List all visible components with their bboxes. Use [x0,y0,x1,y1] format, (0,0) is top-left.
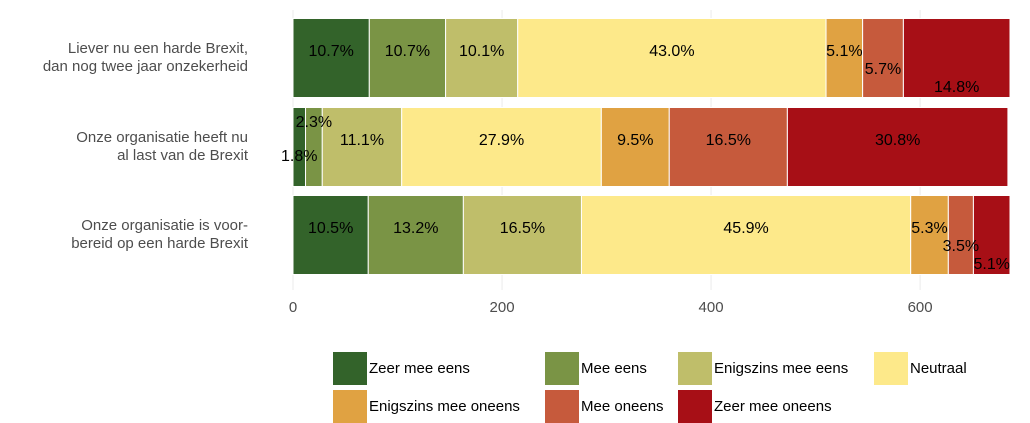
data-label: 2.3% [296,114,332,131]
bar-segment [367,195,464,275]
legend-label: Enigszins mee eens [714,360,848,377]
data-label: 5.7% [865,61,901,78]
legend-label: Zeer mee eens [369,360,470,377]
data-label: 3.5% [943,238,979,255]
bar-segment [786,107,1009,187]
bar-segment [910,195,949,275]
bar-segment [292,195,369,275]
data-label: 45.9% [723,220,768,237]
data-label: 27.9% [479,132,524,149]
data-label: 14.8% [934,79,979,96]
legend-label: Zeer mee oneens [714,398,832,415]
y-tick-label: Liever nu een harde Brexit, dan nog twee… [42,40,248,75]
data-label: 16.5% [706,132,751,149]
data-label: 30.8% [875,132,920,149]
data-label: 10.5% [308,220,353,237]
bar-segment [972,195,1011,275]
bar-segment [902,18,1011,98]
bar-segment [368,18,447,98]
data-label: 5.3% [911,220,947,237]
data-label: 5.1% [826,43,862,60]
legend-label: Mee eens [581,360,647,377]
legend-label: Mee oneens [581,398,664,415]
bar-segment [321,107,403,187]
bar-segment [580,195,912,275]
legend-swatch [678,390,712,423]
legend-swatch [333,352,367,385]
data-label: 10.1% [459,43,504,60]
data-label: 1.8% [281,148,317,165]
bar-segment [401,107,602,187]
y-tick-label: Onze organisatie heeft nu al last van de… [76,129,248,164]
x-tick-label: 400 [699,299,724,316]
data-label: 11.1% [340,132,384,149]
bar-segment [517,18,827,98]
legend-swatch [678,352,712,385]
legend-label: Neutraal [910,360,967,377]
bar-segment [292,18,370,98]
legend-swatch [545,390,579,423]
x-tick-label: 0 [289,299,297,316]
data-label: 43.0% [649,43,694,60]
y-tick-label: Onze organisatie is voor- bereid op een … [71,217,248,252]
data-label: 5.1% [973,256,1009,273]
data-label: 16.5% [500,220,545,237]
data-label: 9.5% [617,132,653,149]
data-label: 13.2% [393,220,438,237]
legend-swatch [545,352,579,385]
x-tick-label: 200 [490,299,515,316]
bar-segment [600,107,670,187]
bar-segment [862,18,904,98]
bar-segment [445,18,519,98]
data-label: 10.7% [308,43,353,60]
bar-segment [668,107,788,187]
legend-swatch [333,390,367,423]
bar-segment [462,195,582,275]
data-label: 10.7% [385,43,430,60]
bar-segment [947,195,974,275]
legend-label: Enigszins mee oneens [369,398,520,415]
legend-swatch [874,352,908,385]
x-tick-label: 600 [908,299,933,316]
